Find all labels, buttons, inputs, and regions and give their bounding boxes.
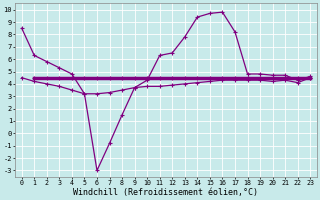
X-axis label: Windchill (Refroidissement éolien,°C): Windchill (Refroidissement éolien,°C) xyxy=(74,188,259,197)
